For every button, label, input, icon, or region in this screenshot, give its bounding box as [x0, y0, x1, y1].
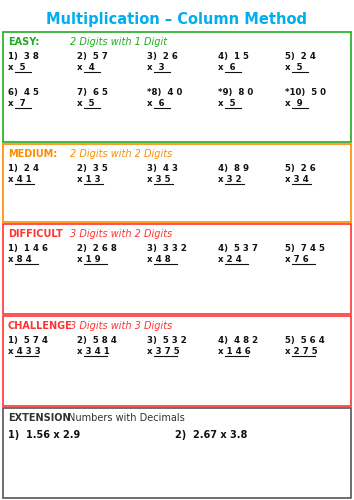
Text: EASY:: EASY:	[8, 37, 39, 47]
Text: x  5: x 5	[8, 63, 25, 72]
Text: 1)  1.56 x 2.9: 1) 1.56 x 2.9	[8, 430, 80, 440]
Text: 3)  4 3: 3) 4 3	[147, 164, 178, 173]
Text: x  4: x 4	[77, 63, 95, 72]
Text: x 1 3: x 1 3	[77, 175, 101, 184]
Text: *9)  8 0: *9) 8 0	[218, 88, 253, 97]
Text: 2 Digits with 2 Digits: 2 Digits with 2 Digits	[70, 149, 172, 159]
Text: x 3 5: x 3 5	[147, 175, 171, 184]
Text: 4)  5 3 7: 4) 5 3 7	[218, 244, 258, 253]
Text: 1)  1 4 6: 1) 1 4 6	[8, 244, 48, 253]
Text: 6)  4 5: 6) 4 5	[8, 88, 39, 97]
Text: 3)  3 3 2: 3) 3 3 2	[147, 244, 187, 253]
Text: 7)  6 5: 7) 6 5	[77, 88, 108, 97]
Bar	[3, 32, 351, 142]
Text: 1)  3 8: 1) 3 8	[8, 52, 39, 61]
Text: 5)  5 6 4: 5) 5 6 4	[285, 336, 325, 345]
Text: x  6: x 6	[218, 63, 236, 72]
Bar	[3, 224, 351, 314]
Text: 1)  2 4: 1) 2 4	[8, 164, 39, 173]
Bar	[3, 316, 351, 406]
Text: x 7 6: x 7 6	[285, 255, 309, 264]
Text: 1)  5 7 4: 1) 5 7 4	[8, 336, 48, 345]
Text: x 3 7 5: x 3 7 5	[147, 347, 179, 356]
Text: *8)  4 0: *8) 4 0	[147, 88, 182, 97]
Text: MEDIUM:: MEDIUM:	[8, 149, 57, 159]
Text: x 1 9: x 1 9	[77, 255, 101, 264]
Text: x  5: x 5	[285, 63, 303, 72]
Text: x  5: x 5	[77, 99, 95, 108]
Text: x  5: x 5	[218, 99, 235, 108]
Text: 5)  2 6: 5) 2 6	[285, 164, 316, 173]
Text: x 4 1: x 4 1	[8, 175, 32, 184]
Text: EXTENSION: EXTENSION	[8, 413, 71, 423]
Text: 4)  8 9: 4) 8 9	[218, 164, 249, 173]
Text: x  7: x 7	[8, 99, 26, 108]
Text: 2)  5 8 4: 2) 5 8 4	[77, 336, 117, 345]
Text: x 8 4: x 8 4	[8, 255, 32, 264]
Text: 3)  5 3 2: 3) 5 3 2	[147, 336, 187, 345]
Text: 3)  2 6: 3) 2 6	[147, 52, 178, 61]
Text: DIFFICULT: DIFFICULT	[8, 229, 63, 239]
Text: x  6: x 6	[147, 99, 165, 108]
Text: 3 Digits with 3 Digits: 3 Digits with 3 Digits	[70, 321, 172, 331]
Text: x 2 4: x 2 4	[218, 255, 242, 264]
Text: x 3 4 1: x 3 4 1	[77, 347, 110, 356]
Text: x 2 7 5: x 2 7 5	[285, 347, 318, 356]
Text: 2)  2 6 8: 2) 2 6 8	[77, 244, 117, 253]
Text: 4)  4 8 2: 4) 4 8 2	[218, 336, 258, 345]
Text: 5)  2 4: 5) 2 4	[285, 52, 316, 61]
Text: 4)  1 5: 4) 1 5	[218, 52, 249, 61]
Text: x  9: x 9	[285, 99, 303, 108]
Text: 3 Digits with 2 Digits: 3 Digits with 2 Digits	[70, 229, 172, 239]
Text: CHALLENGE: CHALLENGE	[8, 321, 73, 331]
Text: x 4 3 3: x 4 3 3	[8, 347, 41, 356]
Text: 5)  7 4 5: 5) 7 4 5	[285, 244, 325, 253]
Text: 2)  2.67 x 3.8: 2) 2.67 x 3.8	[175, 430, 247, 440]
Text: x 1 4 6: x 1 4 6	[218, 347, 251, 356]
Text: x 4 8: x 4 8	[147, 255, 171, 264]
Text: x 3 4: x 3 4	[285, 175, 309, 184]
Text: 2)  3 5: 2) 3 5	[77, 164, 108, 173]
Text: x 3 2: x 3 2	[218, 175, 242, 184]
Text: x  3: x 3	[147, 63, 165, 72]
Bar	[3, 144, 351, 222]
Text: 2 Digits with 1 Digit: 2 Digits with 1 Digit	[70, 37, 167, 47]
Text: 2)  5 7: 2) 5 7	[77, 52, 108, 61]
Text: *10)  5 0: *10) 5 0	[285, 88, 326, 97]
Bar	[3, 408, 351, 498]
Text: Multiplication – Column Method: Multiplication – Column Method	[46, 12, 308, 27]
Text: Numbers with Decimals: Numbers with Decimals	[68, 413, 185, 423]
